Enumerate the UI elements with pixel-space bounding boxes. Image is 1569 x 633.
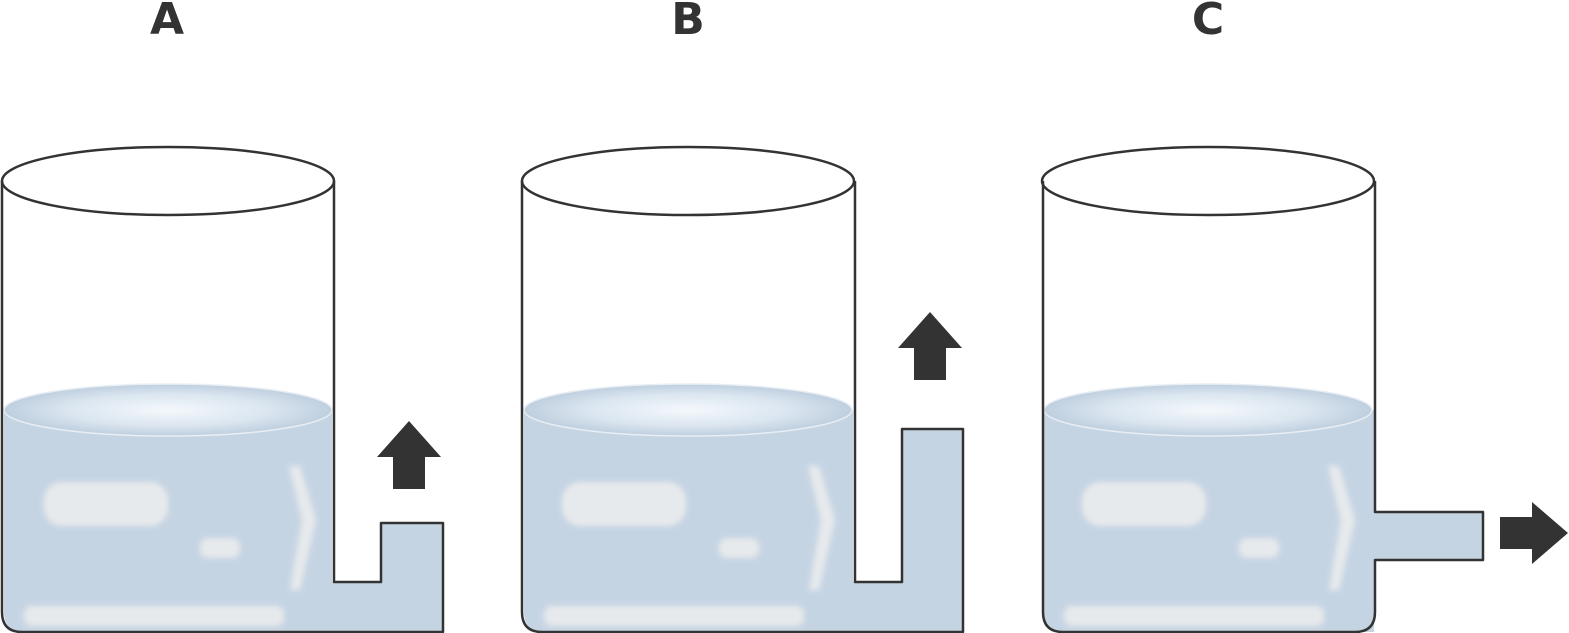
rim-b	[520, 145, 856, 217]
arrow-up-icon	[377, 421, 441, 489]
container-a	[0, 145, 445, 633]
outline-b	[520, 181, 965, 633]
water-surface-b	[523, 383, 853, 437]
panel-label-b: B	[671, 0, 705, 45]
arrow-right-icon	[1500, 502, 1568, 564]
arrow-up-icon	[898, 312, 962, 380]
water-highlights-a	[24, 466, 316, 626]
outline-c	[1041, 181, 1485, 633]
water-a	[4, 410, 443, 632]
water-highlights-b	[544, 466, 835, 626]
water-c	[1044, 410, 1483, 632]
rim-c	[1040, 145, 1376, 217]
water-b	[524, 410, 963, 632]
rim-a	[0, 145, 336, 217]
water-highlights-c	[1064, 466, 1355, 626]
panel-label-c: C	[1192, 0, 1224, 45]
container-b	[520, 145, 965, 633]
panel-label-a: A	[150, 0, 184, 45]
outline-a	[0, 181, 445, 633]
container-c	[1040, 145, 1568, 633]
water-surface-c	[1043, 383, 1373, 437]
water-surface-a	[3, 383, 333, 437]
